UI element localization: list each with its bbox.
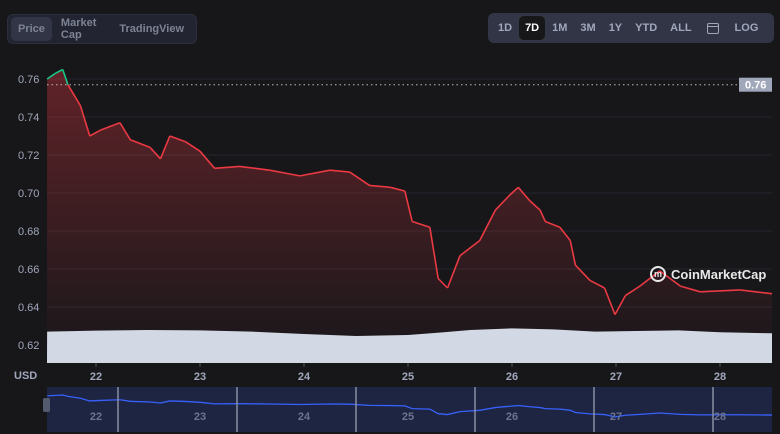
price-line-segment bbox=[67, 84, 82, 107]
price-line-segment bbox=[130, 139, 151, 149]
x-tick-label: 26 bbox=[506, 371, 518, 383]
log-toggle[interactable]: LOG bbox=[734, 22, 759, 34]
price-line-segment bbox=[459, 239, 481, 257]
navigator-tick-label: 28 bbox=[714, 411, 726, 423]
x-tick-label: 28 bbox=[714, 371, 726, 383]
price-line-segment bbox=[269, 169, 300, 177]
price-line-segment bbox=[411, 220, 431, 228]
price-line-segment bbox=[79, 105, 91, 137]
x-tick-label: 23 bbox=[194, 371, 206, 383]
navigator-handle-left[interactable] bbox=[43, 398, 50, 412]
tab-market-cap[interactable]: Market Cap bbox=[60, 17, 97, 41]
price-line-segment bbox=[46, 72, 56, 80]
x-tick-label: 24 bbox=[298, 371, 311, 383]
price-line-segment bbox=[199, 150, 216, 169]
currency-label: USD bbox=[14, 370, 37, 382]
navigator-tick-label: 22 bbox=[90, 411, 102, 423]
price-line-segment bbox=[559, 226, 571, 241]
chart-type-tabs: Price Market Cap TradingView bbox=[7, 14, 197, 44]
y-tick-label: 0.76 bbox=[18, 74, 39, 86]
price-line-segment bbox=[159, 135, 171, 160]
current-price-label: 0.76 bbox=[745, 80, 766, 92]
y-tick-label: 0.72 bbox=[18, 150, 39, 162]
y-tick-label: 0.68 bbox=[18, 226, 39, 238]
watermark-text: CoinMarketCap bbox=[671, 266, 767, 282]
coinmarketcap-watermark: m CoinMarketCap bbox=[650, 266, 766, 282]
price-line-segment bbox=[349, 171, 370, 187]
price-line-segment bbox=[437, 277, 449, 289]
price-area-fill bbox=[47, 69, 772, 363]
range-all[interactable]: ALL bbox=[670, 22, 692, 34]
price-line-segment bbox=[61, 69, 69, 85]
range-3m[interactable]: 3M bbox=[580, 22, 596, 34]
price-line-segment bbox=[614, 295, 627, 315]
navigator-tick-label: 23 bbox=[194, 411, 206, 423]
navigator-line bbox=[47, 394, 773, 418]
time-range-selector: 1D 7D 1M 3M 1Y YTD ALL LOG bbox=[488, 13, 774, 43]
price-line-segment bbox=[239, 165, 270, 171]
price-line-segment bbox=[404, 190, 413, 222]
range-1m[interactable]: 1M bbox=[552, 22, 568, 34]
price-line-segment bbox=[99, 121, 121, 132]
price-line-segment bbox=[119, 122, 132, 141]
volume-area bbox=[47, 328, 772, 363]
price-line-segment bbox=[429, 227, 439, 279]
price-line-segment bbox=[509, 186, 519, 196]
price-line-segment bbox=[214, 165, 240, 170]
x-tick-label: 27 bbox=[610, 371, 622, 383]
y-tick-label: 0.74 bbox=[18, 112, 39, 124]
price-line-segment bbox=[529, 200, 541, 211]
price-line-segment bbox=[390, 186, 406, 192]
coinmarketcap-logo-icon: m bbox=[650, 266, 666, 282]
price-line-segment bbox=[169, 135, 186, 143]
price-line-segment bbox=[574, 264, 591, 281]
price-line-segment bbox=[739, 289, 773, 295]
price-line-segment bbox=[589, 279, 605, 289]
range-ytd[interactable]: YTD bbox=[635, 22, 658, 34]
x-tick-label: 25 bbox=[402, 371, 414, 383]
navigator[interactable] bbox=[47, 387, 772, 432]
price-line-segment bbox=[369, 184, 391, 189]
range-1y[interactable]: 1Y bbox=[608, 22, 623, 34]
x-tick-label: 22 bbox=[90, 371, 102, 383]
price-line-segment bbox=[680, 285, 701, 293]
price-line-segment bbox=[569, 240, 577, 266]
calendar-icon[interactable] bbox=[706, 22, 719, 34]
price-line-segment bbox=[479, 209, 497, 241]
price-line-segment bbox=[539, 209, 547, 222]
navigator-tick-label: 25 bbox=[402, 411, 414, 423]
price-line-segment bbox=[149, 146, 162, 160]
y-tick-label: 0.64 bbox=[18, 302, 39, 314]
price-line-segment bbox=[446, 255, 461, 289]
price-line-segment bbox=[603, 287, 616, 315]
y-tick-label: 0.66 bbox=[18, 264, 39, 276]
range-7d[interactable]: 7D bbox=[519, 16, 546, 40]
current-price-tag bbox=[739, 77, 772, 92]
range-1d[interactable]: 1D bbox=[498, 22, 513, 34]
price-line-segment bbox=[89, 129, 101, 137]
tab-price[interactable]: Price bbox=[11, 17, 52, 41]
price-line-segment bbox=[185, 141, 201, 152]
tab-tradingview[interactable]: TradingView bbox=[119, 23, 184, 35]
price-line-segment bbox=[624, 285, 641, 297]
price-line-segment bbox=[299, 169, 331, 177]
price-line-segment bbox=[544, 220, 561, 228]
y-tick-label: 0.70 bbox=[18, 188, 39, 200]
price-line-segment bbox=[329, 169, 350, 173]
price-line-segment bbox=[700, 289, 740, 293]
navigator-tick-label: 27 bbox=[610, 411, 622, 423]
price-line-segment bbox=[55, 68, 64, 75]
y-tick-label: 0.62 bbox=[18, 340, 39, 352]
navigator-tick-label: 26 bbox=[506, 411, 518, 423]
navigator-tick-label: 24 bbox=[298, 411, 311, 423]
price-line-segment bbox=[517, 186, 531, 202]
price-line-segment bbox=[494, 194, 511, 211]
